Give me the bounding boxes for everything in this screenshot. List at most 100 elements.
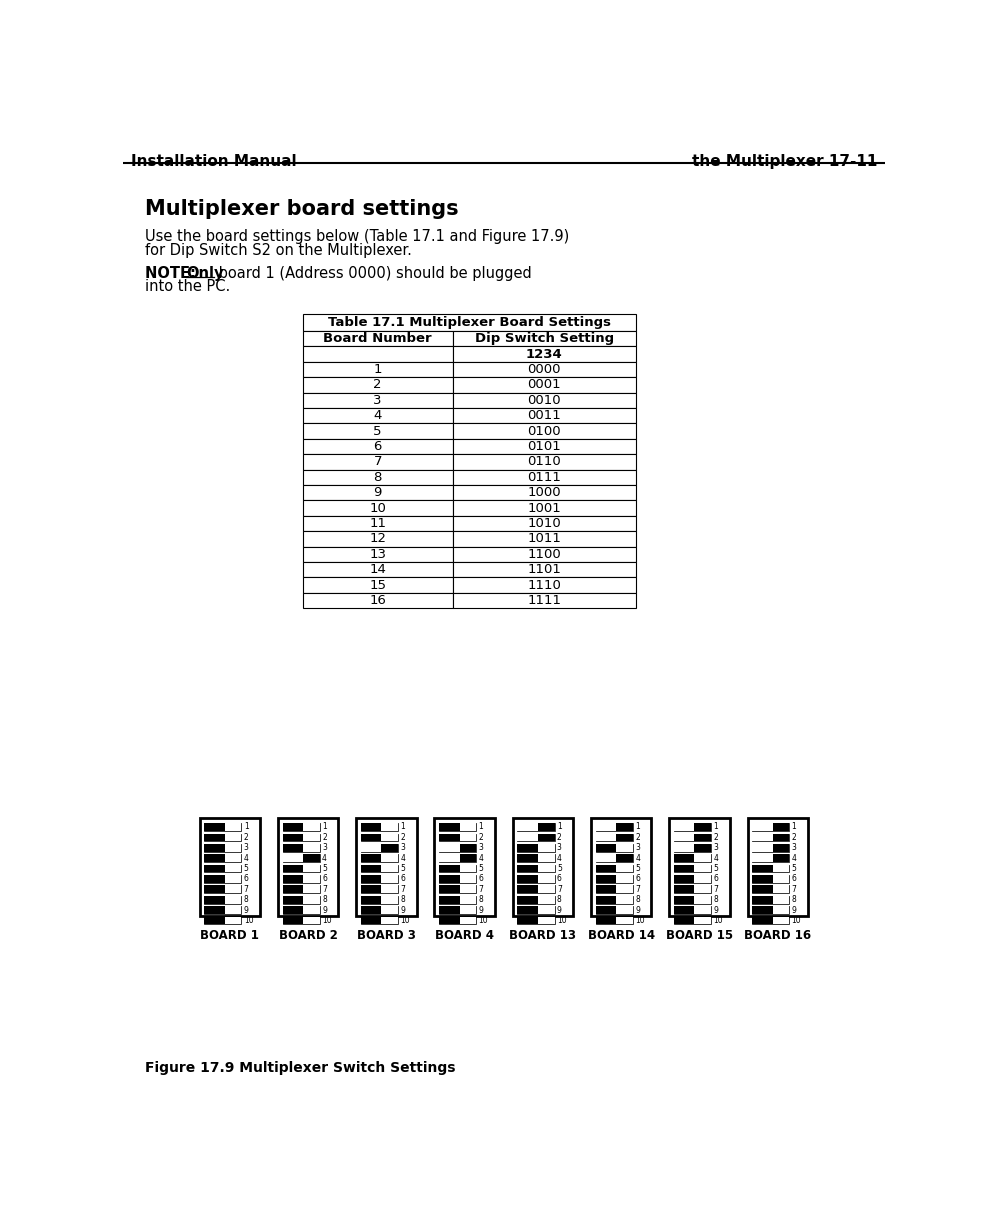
Bar: [282, 864, 319, 873]
Bar: [381, 834, 398, 841]
Text: 9: 9: [791, 906, 796, 914]
Bar: [381, 906, 398, 914]
Bar: [517, 906, 554, 914]
Bar: [303, 516, 452, 531]
Bar: [303, 578, 452, 592]
Bar: [752, 864, 773, 873]
Text: 16: 16: [370, 594, 386, 607]
Bar: [616, 917, 633, 924]
Bar: [303, 346, 452, 362]
Text: 1: 1: [479, 823, 484, 831]
Text: 3: 3: [322, 844, 327, 852]
Text: BOARD 15: BOARD 15: [665, 929, 733, 941]
Bar: [752, 823, 789, 831]
Bar: [452, 362, 636, 377]
Bar: [538, 917, 554, 924]
Text: 10: 10: [635, 915, 645, 925]
Bar: [303, 362, 452, 377]
Bar: [204, 896, 242, 903]
Text: 8: 8: [322, 895, 326, 904]
Bar: [517, 844, 538, 852]
Bar: [452, 546, 636, 562]
Bar: [517, 844, 554, 852]
Text: 9: 9: [322, 906, 327, 914]
Bar: [204, 834, 225, 841]
Bar: [596, 834, 633, 841]
Bar: [200, 818, 260, 917]
Text: 0111: 0111: [527, 471, 561, 484]
Text: BOARD 1: BOARD 1: [201, 929, 260, 941]
Bar: [439, 917, 477, 924]
Text: 4: 4: [479, 853, 484, 863]
Bar: [282, 906, 303, 914]
Bar: [596, 896, 633, 903]
Text: BOARD 2: BOARD 2: [278, 929, 337, 941]
Bar: [204, 855, 225, 862]
Bar: [225, 834, 242, 841]
Text: into the PC.: into the PC.: [145, 279, 230, 295]
Text: BOARD 16: BOARD 16: [744, 929, 811, 941]
Bar: [303, 393, 452, 408]
Bar: [452, 423, 636, 439]
Bar: [773, 855, 789, 862]
Bar: [517, 864, 538, 873]
Text: 8: 8: [400, 895, 405, 904]
Text: 4: 4: [635, 853, 640, 863]
Bar: [694, 844, 711, 852]
Bar: [694, 834, 711, 841]
Bar: [674, 844, 711, 852]
Bar: [452, 455, 636, 469]
Text: 2: 2: [374, 378, 382, 391]
Text: NOTE:: NOTE:: [145, 266, 201, 280]
Bar: [225, 906, 242, 914]
Bar: [674, 917, 711, 924]
Text: 1: 1: [557, 823, 561, 831]
Bar: [459, 864, 477, 873]
Bar: [204, 917, 225, 924]
Bar: [669, 818, 729, 917]
Text: 0101: 0101: [528, 440, 561, 453]
Bar: [225, 844, 242, 852]
Text: Dip Switch Setting: Dip Switch Setting: [475, 333, 613, 345]
Text: 7: 7: [400, 885, 405, 894]
Bar: [538, 896, 554, 903]
Text: 14: 14: [370, 563, 386, 577]
Bar: [361, 896, 398, 903]
Text: 8: 8: [791, 895, 796, 904]
Text: Figure 17.9 Multiplexer Switch Settings: Figure 17.9 Multiplexer Switch Settings: [145, 1061, 455, 1075]
Bar: [361, 823, 381, 831]
Bar: [596, 885, 616, 894]
Text: 5: 5: [374, 424, 382, 438]
Text: 2: 2: [714, 833, 719, 842]
Bar: [361, 823, 398, 831]
Text: 10: 10: [557, 915, 566, 925]
Bar: [303, 423, 452, 439]
Text: 7: 7: [714, 885, 719, 894]
Bar: [434, 818, 494, 917]
Text: 6: 6: [557, 874, 561, 884]
Bar: [452, 531, 636, 546]
Bar: [282, 875, 319, 883]
Text: 1: 1: [635, 823, 640, 831]
Text: 3: 3: [557, 844, 561, 852]
Text: 1010: 1010: [528, 517, 561, 530]
Bar: [361, 834, 398, 841]
Bar: [596, 864, 616, 873]
Bar: [225, 864, 242, 873]
Text: BOARD 14: BOARD 14: [588, 929, 655, 941]
Text: 1: 1: [244, 823, 249, 831]
Bar: [439, 906, 459, 914]
Bar: [596, 896, 616, 903]
Bar: [674, 875, 694, 883]
Bar: [303, 592, 452, 608]
Bar: [303, 834, 319, 841]
Text: 5: 5: [479, 864, 484, 873]
Bar: [752, 855, 773, 862]
Bar: [381, 864, 398, 873]
Text: 4: 4: [714, 853, 719, 863]
Bar: [517, 885, 554, 894]
Bar: [452, 346, 636, 362]
Bar: [303, 864, 319, 873]
Bar: [752, 844, 789, 852]
Bar: [204, 875, 242, 883]
